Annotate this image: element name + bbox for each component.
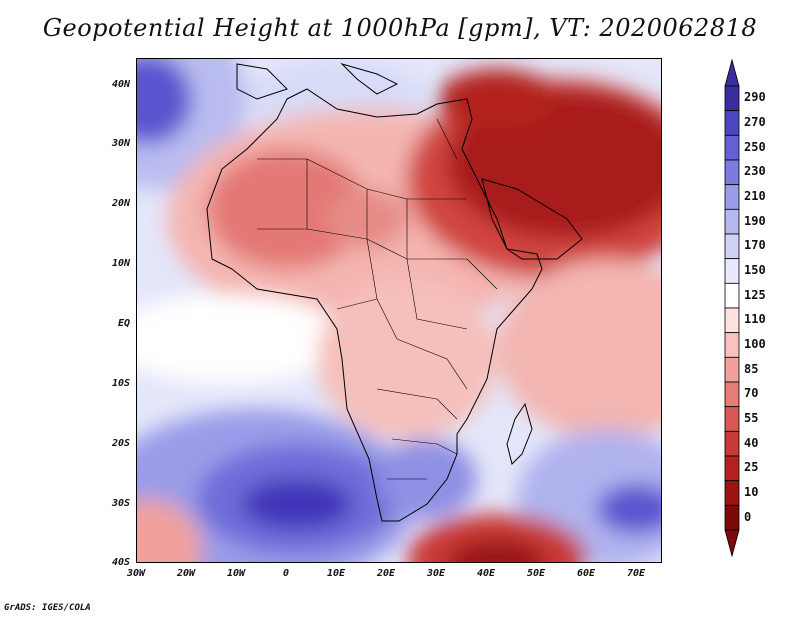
colorbar-min-arrow: [724, 529, 740, 558]
lat-label: 20S: [111, 438, 130, 449]
colorbar-label: 55: [744, 411, 759, 425]
lat-label: 40N: [111, 79, 130, 90]
colorbar-swatch: [724, 208, 740, 235]
colorbar-max-arrow: [724, 58, 740, 87]
lon-label: 10W: [226, 568, 246, 579]
lat-label: 40S: [111, 557, 130, 568]
colorbar-swatch: [724, 356, 740, 383]
colorbar-label: 85: [744, 361, 759, 376]
lon-label: 70E: [626, 568, 646, 579]
colorbar-label: 125: [744, 287, 766, 302]
colorbar-swatch: [724, 85, 740, 112]
colorbar-label: 170: [744, 238, 766, 253]
colorbar-swatch: [724, 406, 740, 432]
lon-label: 10E: [326, 568, 346, 579]
colorbar-label: 270: [744, 115, 766, 129]
colorbar-swatch: [724, 110, 740, 136]
colorbar-label: 230: [744, 164, 766, 179]
colorbar-label: 70: [744, 386, 759, 401]
country-borders: [257, 118, 498, 480]
colorbar-label: 10: [744, 485, 759, 499]
credit-text: GrADS: IGES/COLA: [4, 603, 91, 613]
colorbar-swatch: [724, 282, 740, 309]
colorbar-swatch: [724, 332, 740, 358]
colorbar-swatch: [724, 233, 740, 260]
colorbar-swatch: [724, 184, 740, 210]
colorbar-swatch: [724, 159, 740, 186]
lat-label: 30N: [111, 138, 130, 149]
colorbar-label: 150: [744, 263, 766, 277]
colorbar: [724, 58, 740, 558]
colorbar-label: 250: [744, 139, 766, 154]
colorbar-swatch: [724, 504, 740, 531]
lon-label: 0: [282, 568, 290, 579]
colorbar-label: 210: [744, 189, 766, 203]
colorbar-label: 100: [744, 337, 766, 351]
colorbar-swatch: [724, 307, 740, 334]
colorbar-label: 190: [744, 213, 766, 228]
map-panel: [136, 58, 662, 563]
height-field-map: [137, 59, 661, 562]
height-field-shading: [137, 59, 661, 562]
lat-label: EQ: [117, 318, 130, 329]
lon-label: 20E: [376, 568, 396, 579]
lon-label: 30E: [426, 568, 446, 579]
colorbar-swatch: [724, 134, 740, 161]
lat-label: 30S: [111, 498, 130, 509]
colorbar-label: 290: [744, 90, 766, 105]
lon-label: 20W: [176, 568, 196, 579]
colorbar-label: 110: [744, 312, 766, 327]
colorbar-swatch: [724, 480, 740, 506]
lon-label: 30W: [126, 568, 146, 579]
lat-label: 10S: [111, 378, 130, 389]
lat-label: 10N: [111, 258, 130, 269]
lon-label: 50E: [526, 568, 546, 579]
colorbar-swatch: [724, 258, 740, 284]
colorbar-label: 25: [744, 460, 759, 475]
colorbar-swatch: [724, 455, 740, 482]
colorbar-label: 0: [744, 509, 752, 524]
colorbar-swatch: [724, 381, 740, 408]
chart-title: Geopotential Height at 1000hPa [gpm], VT…: [42, 14, 758, 42]
lon-label: 60E: [576, 568, 596, 579]
lat-label: 20N: [111, 198, 130, 209]
colorbar-label: 40: [744, 435, 759, 450]
colorbar-swatch: [724, 430, 740, 457]
lon-label: 40E: [476, 568, 496, 579]
